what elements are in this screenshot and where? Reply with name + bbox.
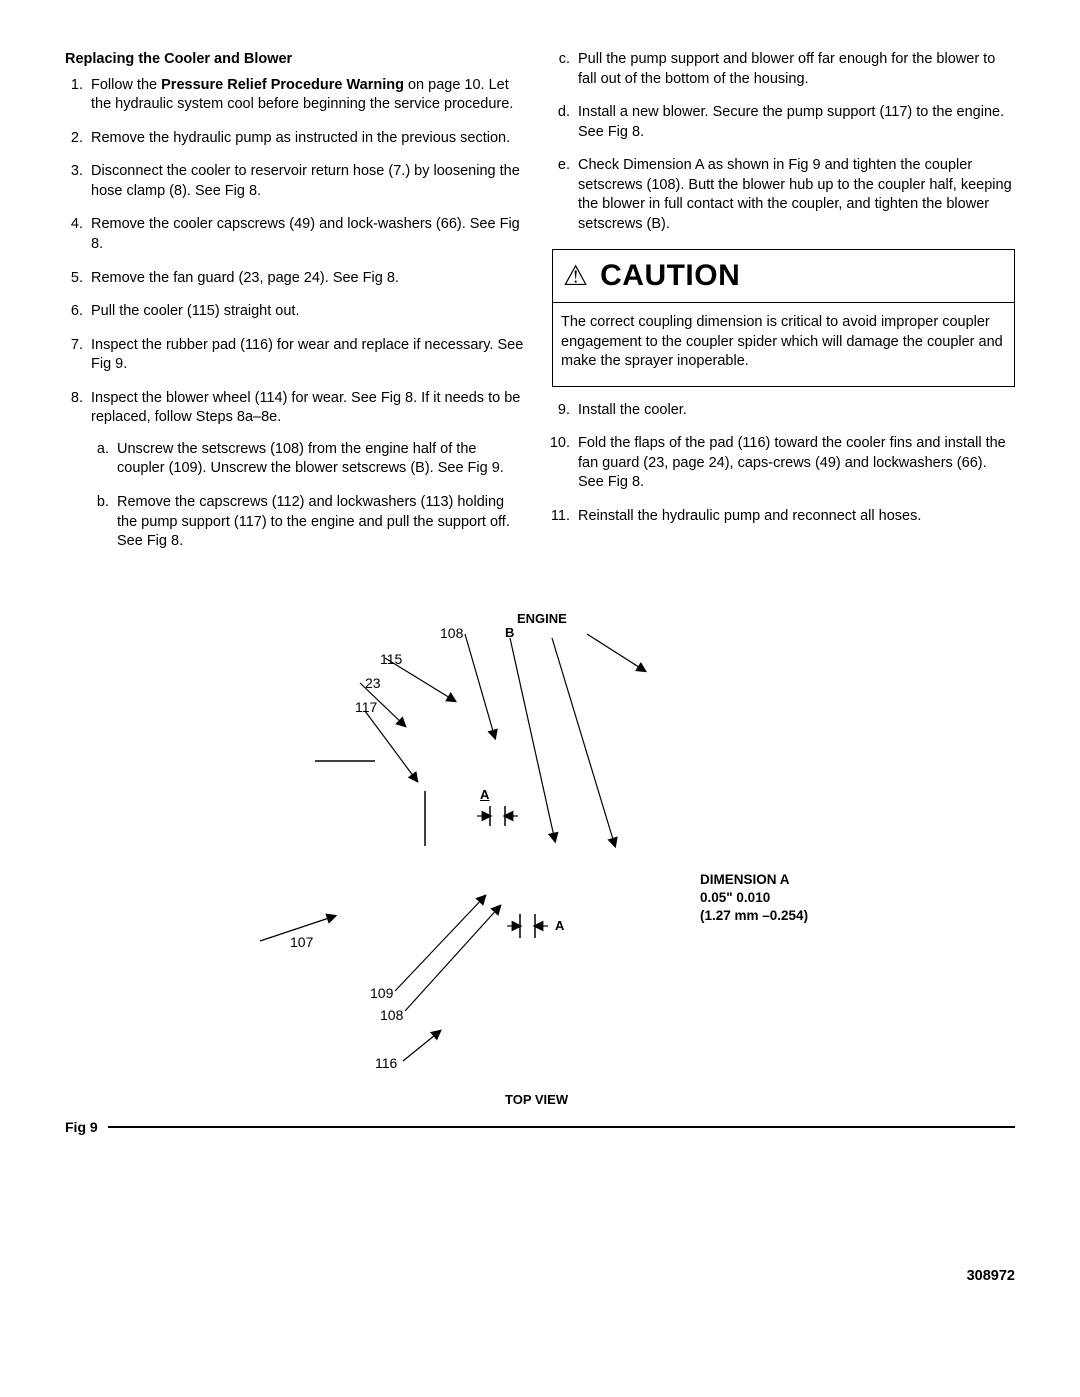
- figure-label-top-view: TOP VIEW: [505, 1091, 568, 1109]
- figure-label-b: B: [505, 624, 514, 642]
- page-number: 308972: [65, 1267, 1015, 1287]
- caution-word: CAUTION: [600, 256, 740, 297]
- step-8a: Unscrew the setscrews (108) from the eng…: [113, 440, 528, 479]
- figure-label-engine: ENGINE: [517, 610, 567, 628]
- figure-label-117: 117: [355, 698, 377, 717]
- figure-label-108b: 108: [380, 1006, 403, 1025]
- warning-icon: ⚠: [563, 262, 588, 290]
- figure-svg: [65, 596, 1015, 1116]
- figure-rule: [108, 1126, 1015, 1128]
- step-7: Inspect the rubber pad (116) for wear an…: [87, 336, 528, 375]
- step-1: Follow the Pressure Relief Procedure War…: [87, 76, 528, 115]
- figure-footer: Fig 9: [65, 1118, 1015, 1137]
- figure-9: ENGINE 108 B 115 23 117 A A 107 109 108 …: [65, 596, 1015, 1116]
- section-title: Replacing the Cooler and Blower: [65, 50, 528, 70]
- right-column: Pull the pump support and blower off far…: [552, 50, 1015, 566]
- step-3: Disconnect the cooler to reservoir retur…: [87, 162, 528, 201]
- step-9: Install the cooler.: [574, 401, 1015, 421]
- caution-box: ⚠ CAUTION The correct coupling dimension…: [552, 249, 1015, 387]
- step-8b: Remove the capscrews (112) and lockwashe…: [113, 493, 528, 552]
- left-column: Replacing the Cooler and Blower Follow t…: [65, 50, 528, 566]
- step-8d: Install a new blower. Secure the pump su…: [574, 103, 1015, 142]
- step-10: Fold the flaps of the pad (116) toward t…: [574, 434, 1015, 493]
- step-2: Remove the hydraulic pump as instructed …: [87, 129, 528, 149]
- caution-header: ⚠ CAUTION: [553, 250, 1014, 304]
- dimension-a-title: DIMENSION A: [700, 871, 808, 889]
- dimension-a-mm: (1.27 mm –0.254): [700, 907, 808, 925]
- step-6: Pull the cooler (115) straight out.: [87, 302, 528, 322]
- figure-label-a-lower: A: [555, 917, 564, 935]
- step-8-sublist: Unscrew the setscrews (108) from the eng…: [91, 440, 528, 552]
- figure-label-109: 109: [370, 984, 393, 1003]
- step-8e: Check Dimension A as shown in Fig 9 and …: [574, 156, 1015, 234]
- dimension-a-block: DIMENSION A 0.05" 0.010 (1.27 mm –0.254): [700, 871, 808, 926]
- figure-label-115: 115: [380, 650, 402, 669]
- figure-label-116: 116: [375, 1054, 397, 1073]
- figure-label: Fig 9: [65, 1118, 98, 1137]
- right-ordered-list: Install the cooler. Fold the flaps of th…: [552, 401, 1015, 527]
- figure-label-108: 108: [440, 624, 463, 643]
- dimension-a-inch: 0.05" 0.010: [700, 889, 808, 907]
- step-11: Reinstall the hydraulic pump and reconne…: [574, 507, 1015, 527]
- left-ordered-list: Follow the Pressure Relief Procedure War…: [65, 76, 528, 552]
- step-8c: Pull the pump support and blower off far…: [574, 50, 1015, 89]
- figure-label-107: 107: [290, 933, 313, 952]
- caution-body: The correct coupling dimension is critic…: [553, 303, 1014, 386]
- step-8-sublist-cont: Pull the pump support and blower off far…: [552, 50, 1015, 235]
- figure-label-23: 23: [365, 674, 381, 693]
- step-8: Inspect the blower wheel (114) for wear.…: [87, 389, 528, 552]
- figure-label-a-upper: A: [480, 786, 489, 804]
- step-4: Remove the cooler capscrews (49) and loc…: [87, 215, 528, 254]
- step-5: Remove the fan guard (23, page 24). See …: [87, 269, 528, 289]
